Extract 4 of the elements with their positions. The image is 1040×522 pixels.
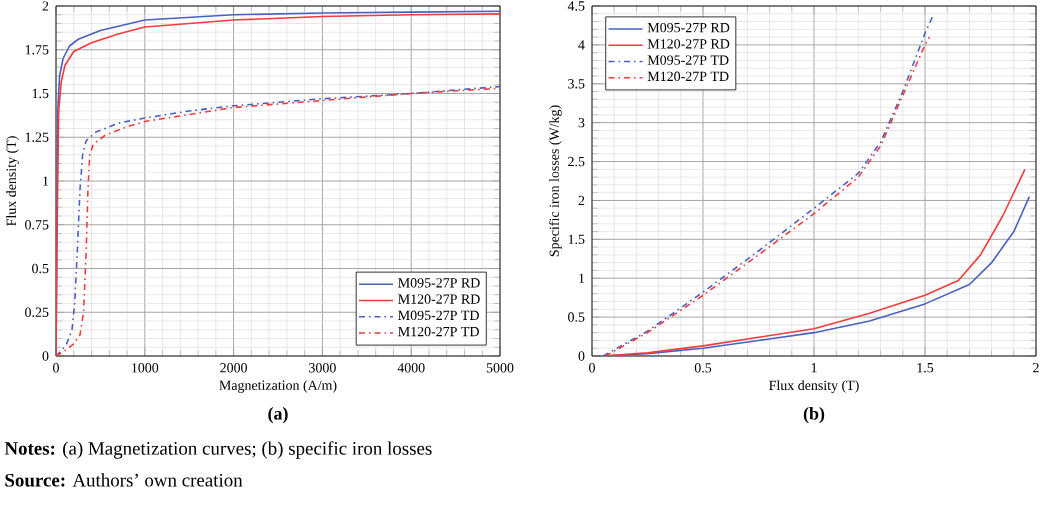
text: (b)	[803, 407, 825, 424]
text: Notes: (a) Magnetization curves; (b) specific iron losses	[4, 441, 432, 459]
text: Source: Authors’ own creation	[5, 473, 243, 487]
text: (a)	[268, 407, 288, 424]
